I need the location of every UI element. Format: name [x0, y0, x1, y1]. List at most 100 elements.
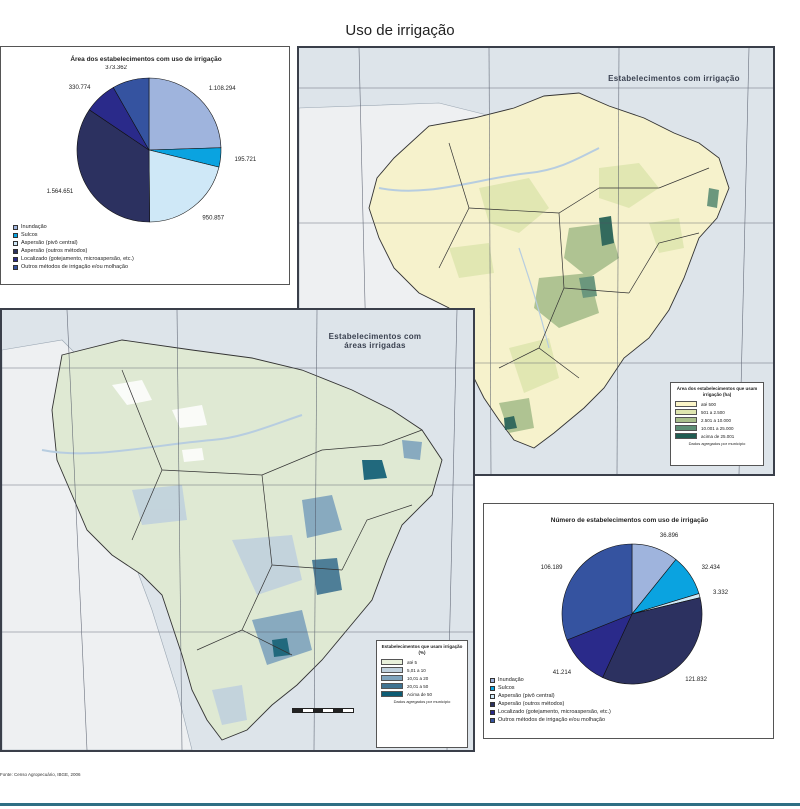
legend-swatch	[13, 256, 18, 262]
river	[378, 147, 600, 192]
legend-swatch	[13, 240, 18, 246]
map-areas: Estabelecimentos com áreas irrigadas Est…	[0, 308, 475, 752]
legend-item: Localizado (gotejamento, microaspersão, …	[13, 255, 134, 263]
legend-label: Aspersão (outros métodos)	[21, 248, 88, 254]
map-legend-note: Dados agregados por município	[393, 699, 451, 704]
legend-label: Localizado (gotejamento, microaspersão, …	[21, 256, 134, 262]
pie-slice	[148, 77, 222, 151]
graticule	[299, 48, 773, 474]
pie-slice	[148, 149, 220, 223]
legend-item: Aspersão (pivô central)	[13, 239, 134, 247]
legend-item: Aspersão (outros métodos)	[13, 247, 134, 255]
map-legend-note: Dados agregados por município	[688, 441, 746, 446]
legend-item: Outros métodos de irrigação e/ou molhaçã…	[490, 716, 611, 724]
legend-item: Inundação	[490, 676, 611, 684]
map-legend-swatch	[675, 409, 697, 415]
legend-item: Localizado (gotejamento, microaspersão, …	[490, 708, 611, 716]
area-chart-title: Área dos estabelecimentos com uso de irr…	[70, 56, 222, 63]
legend-label: Inundação	[21, 224, 47, 230]
map-legend-swatch	[675, 401, 697, 407]
map-legend-row: Acima de 50	[381, 691, 463, 697]
pie-slice	[76, 109, 150, 223]
legend-label: Localizado (gotejamento, microaspersão, …	[498, 709, 611, 715]
map-legend-swatch	[381, 675, 403, 681]
legend-item: Aspersão (outros métodos)	[490, 700, 611, 708]
legend-swatch	[13, 248, 18, 254]
map-legend-swatch	[381, 691, 403, 697]
map-legend-row: até 5	[381, 659, 463, 665]
pie-slice	[112, 77, 150, 152]
slice-label: 950.857	[202, 215, 224, 221]
map-legend-row: 5,01 a 10	[381, 667, 463, 673]
map-legend-swatch	[381, 683, 403, 689]
legend-label: Sulcos	[498, 685, 515, 691]
legend-swatch	[13, 264, 18, 270]
map-legend-row: 501 a 2.500	[675, 409, 759, 415]
pie-slice	[602, 597, 703, 685]
legend-swatch	[490, 701, 495, 707]
scale-bar	[292, 708, 354, 713]
slice-label: 1.108.294	[209, 86, 236, 92]
map-legend-row: 20,01 a 50	[381, 683, 463, 689]
area-chart-legend: Inundação Sulcos Aspersão (pivô central) As…	[13, 223, 134, 271]
bottom-bar	[0, 803, 800, 806]
legend-swatch	[490, 677, 495, 683]
map-legend-row: 2.501 a 10.000	[675, 417, 759, 423]
water-bodies	[112, 380, 207, 462]
legend-item: Sulcos	[13, 231, 134, 239]
map-legend: Área dos estabelecimentos que usam irrig…	[670, 382, 764, 466]
choropleth-patches	[132, 440, 422, 725]
slice-label: 195.721	[235, 157, 257, 163]
legend-label: Inundação	[498, 677, 524, 683]
count-chart-legend: Inundação Sulcos Aspersão (pivô central) As…	[490, 676, 611, 724]
map-legend-row: acima de 25.001	[675, 433, 759, 439]
map-legend-swatch	[675, 417, 697, 423]
slice-label: 330.774	[69, 85, 91, 91]
source-note: Fonte: Censo Agropecuário, IBGE, 2006	[0, 772, 81, 777]
map-areas-svg	[2, 310, 473, 750]
map-title: Estabelecimentos com áreas irrigadas	[328, 332, 422, 350]
slice-label: 121.832	[685, 677, 707, 683]
slice-label: 32.434	[702, 565, 721, 571]
choropleth-patches	[449, 163, 719, 433]
area-pie-chart: 1.108.294 195.721 950.857 1.564.651 330.774 3…	[47, 65, 257, 223]
legend-swatch	[490, 693, 495, 699]
map-legend-row: 10,01 a 20	[381, 675, 463, 681]
state-borders	[121, 369, 423, 656]
legend-label: Sulcos	[21, 232, 38, 238]
legend-swatch	[490, 685, 495, 691]
legend-item: Aspersão (pivô central)	[490, 692, 611, 700]
legend-label: Aspersão (pivô central)	[21, 240, 78, 246]
legend-item: Sulcos	[490, 684, 611, 692]
count-chart-title: Número de estabelecimentos com uso de ir…	[550, 517, 709, 524]
pie-slice	[561, 543, 633, 641]
map-legend-swatch	[381, 667, 403, 673]
state-borders	[438, 142, 710, 379]
map-title: Estabelecimentos com irrigação	[608, 74, 740, 83]
map-legend-swatch	[675, 425, 697, 431]
legend-swatch	[13, 224, 18, 230]
river	[41, 414, 303, 455]
map-legend-swatch	[675, 433, 697, 439]
legend-label: Outros métodos de irrigação e/ou molhaçã…	[21, 264, 129, 270]
slice-label: 3.332	[713, 590, 729, 596]
count-pie-chart: 36.896 32.434 3.332 121.832 41.214 106.189	[541, 533, 729, 685]
legend-swatch	[490, 717, 495, 723]
map-legend-row: até 500	[675, 401, 759, 407]
legend-label: Outros métodos de irrigação e/ou molhaçã…	[498, 717, 606, 723]
map-legend-row: 10.001 a 25.000	[675, 425, 759, 431]
legend-item: Outros métodos de irrigação e/ou molhaçã…	[13, 263, 134, 271]
legend-label: Aspersão (pivô central)	[498, 693, 555, 699]
slice-label: 36.896	[660, 533, 679, 539]
map-legend: Estabelecimentos que usam irrigação (%) …	[376, 640, 468, 748]
page-title: Uso de irrigação	[345, 22, 455, 39]
slice-label: 1.564.651	[47, 189, 74, 195]
legend-item: Inundação	[13, 223, 134, 231]
slice-label: 106.189	[541, 565, 563, 571]
river	[518, 247, 550, 349]
slice-label: 41.214	[553, 670, 572, 676]
map-legend-title: Estabelecimentos que usam irrigação (%)	[381, 644, 463, 655]
slice-label: 373.362	[105, 65, 127, 71]
map-legend-title: Área dos estabelecimentos que usam irrig…	[676, 386, 758, 397]
legend-label: Aspersão (outros métodos)	[498, 701, 565, 707]
